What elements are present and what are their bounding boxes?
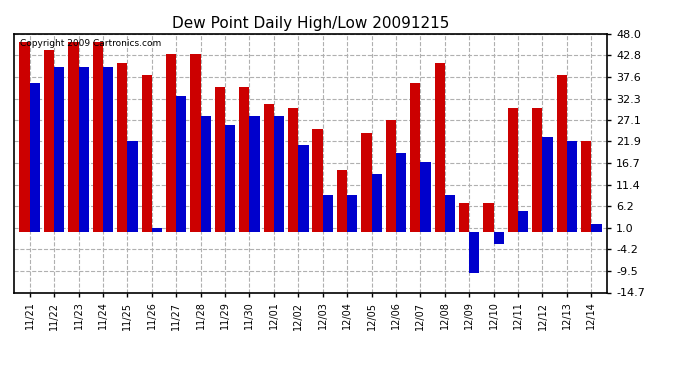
Bar xyxy=(484,203,493,232)
Bar xyxy=(128,141,137,232)
Bar xyxy=(347,195,357,232)
Bar xyxy=(264,104,274,232)
Bar xyxy=(508,108,518,232)
Bar xyxy=(337,170,347,232)
Bar xyxy=(30,83,40,232)
Bar xyxy=(557,75,567,232)
Bar xyxy=(323,195,333,232)
Bar xyxy=(532,108,542,232)
Bar xyxy=(19,42,30,232)
Bar xyxy=(313,129,323,232)
Bar xyxy=(103,67,113,232)
Bar xyxy=(469,232,480,273)
Bar xyxy=(68,42,79,232)
Bar xyxy=(239,87,250,232)
Title: Dew Point Daily High/Low 20091215: Dew Point Daily High/Low 20091215 xyxy=(172,16,449,31)
Bar xyxy=(176,96,186,232)
Bar xyxy=(410,83,420,232)
Bar xyxy=(215,87,225,232)
Bar xyxy=(567,141,577,232)
Bar xyxy=(362,133,371,232)
Bar xyxy=(298,145,308,232)
Bar xyxy=(141,75,152,232)
Bar xyxy=(225,124,235,232)
Bar xyxy=(396,153,406,232)
Bar xyxy=(152,228,162,232)
Bar xyxy=(420,162,431,232)
Bar xyxy=(386,120,396,232)
Bar xyxy=(250,116,259,232)
Bar xyxy=(54,67,64,232)
Bar xyxy=(581,141,591,232)
Bar xyxy=(493,232,504,244)
Bar xyxy=(166,54,176,232)
Bar xyxy=(190,54,201,232)
Bar xyxy=(44,50,54,232)
Bar xyxy=(274,116,284,232)
Bar xyxy=(117,63,128,232)
Text: Copyright 2009 Cartronics.com: Copyright 2009 Cartronics.com xyxy=(20,39,161,48)
Bar xyxy=(542,137,553,232)
Bar xyxy=(459,203,469,232)
Bar xyxy=(445,195,455,232)
Bar xyxy=(435,63,445,232)
Bar xyxy=(79,67,89,232)
Bar xyxy=(201,116,211,232)
Bar xyxy=(518,211,529,232)
Bar xyxy=(371,174,382,232)
Bar xyxy=(591,224,602,232)
Bar xyxy=(92,42,103,232)
Bar xyxy=(288,108,298,232)
